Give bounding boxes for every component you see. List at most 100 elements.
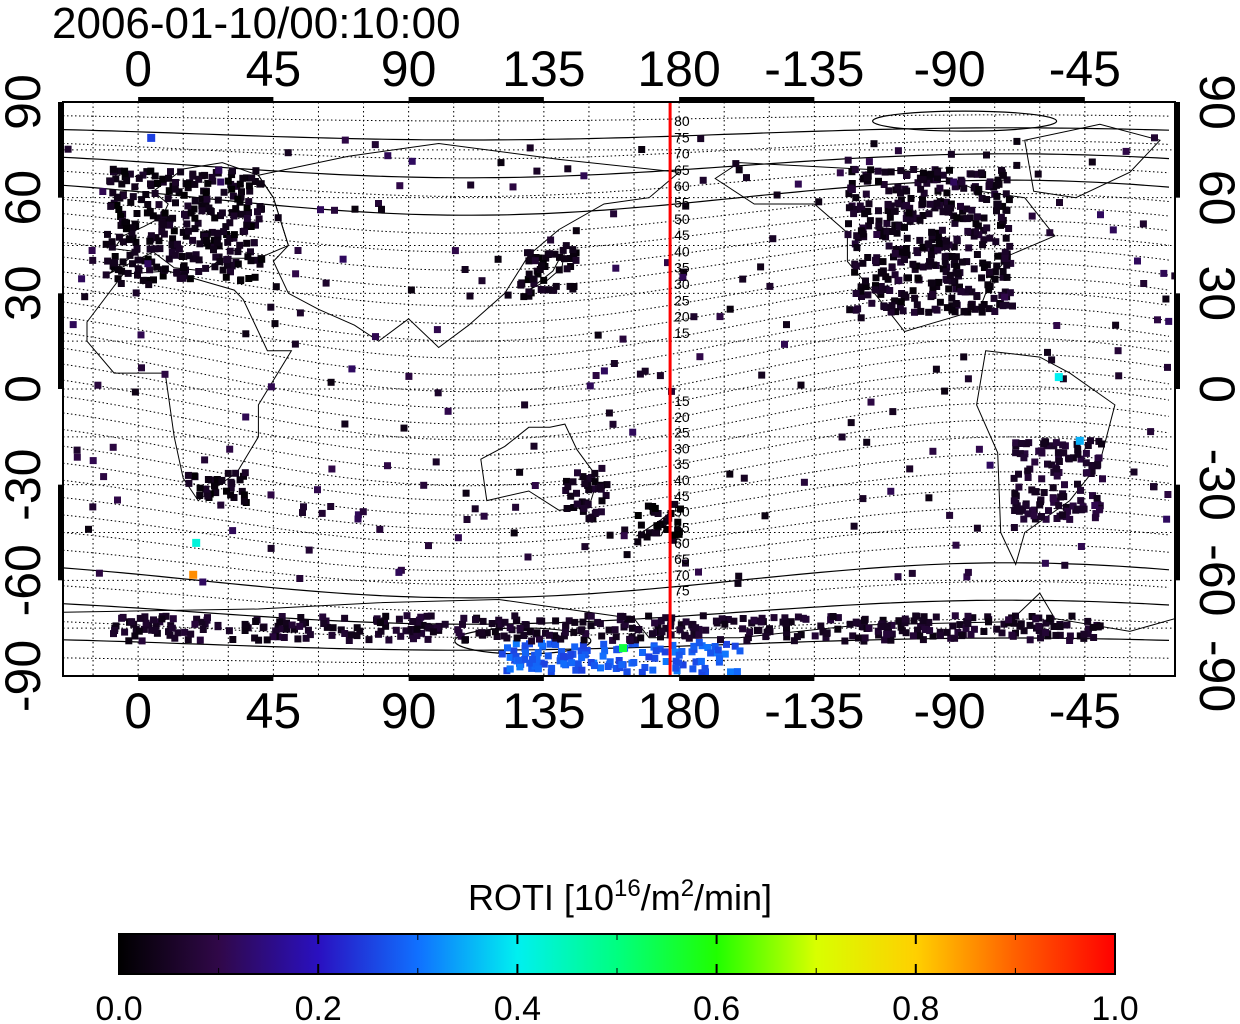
roti-cell xyxy=(1154,316,1161,324)
roti-cell xyxy=(1037,496,1045,504)
roti-cell xyxy=(1053,515,1061,522)
coastline-outlines xyxy=(63,123,1175,676)
roti-cell xyxy=(881,168,889,176)
roti-cell xyxy=(542,629,549,637)
roti-cell xyxy=(227,478,235,486)
roti-cell xyxy=(189,255,197,263)
roti-cell xyxy=(229,192,237,200)
roti-cell xyxy=(726,305,734,313)
roti-cell xyxy=(901,291,909,299)
roti-cell xyxy=(905,209,913,217)
roti-cell xyxy=(875,207,882,215)
roti-cell xyxy=(139,276,147,284)
roti-cell xyxy=(88,247,96,254)
contour-label-south: 20 xyxy=(674,409,690,425)
roti-cell xyxy=(577,626,585,634)
roti-cell xyxy=(189,236,197,244)
roti-cell xyxy=(129,224,137,232)
roti-cell xyxy=(195,256,203,264)
roti-cell xyxy=(500,632,508,640)
roti-cell xyxy=(986,461,994,469)
roti-cell xyxy=(596,620,604,628)
roti-cell xyxy=(142,619,150,627)
roti-cell xyxy=(1163,515,1171,523)
frame-bar-top xyxy=(408,97,544,103)
roti-cell xyxy=(183,220,191,228)
roti-cell xyxy=(601,647,609,655)
roti-cell xyxy=(121,167,129,175)
roti-cell xyxy=(204,492,212,500)
roti-cell xyxy=(1002,190,1010,198)
roti-cell xyxy=(920,613,928,621)
roti-cell xyxy=(296,622,304,630)
roti-cell xyxy=(180,264,187,272)
roti-cell xyxy=(569,246,577,254)
roti-cell xyxy=(621,620,629,628)
roti-cell xyxy=(198,195,206,203)
roti-cell xyxy=(538,262,545,270)
roti-cell xyxy=(884,207,892,214)
roti-cell xyxy=(384,462,391,470)
roti-cell xyxy=(121,628,129,636)
roti-cell xyxy=(425,542,432,550)
roti-cell xyxy=(226,234,234,242)
roti-cell xyxy=(1044,348,1051,356)
roti-cell xyxy=(623,551,631,559)
roti-cell xyxy=(634,538,642,546)
roti-cell xyxy=(131,248,139,256)
roti-cell xyxy=(985,618,992,626)
roti-cell xyxy=(638,146,646,153)
roti-cell xyxy=(927,258,935,266)
roti-cell xyxy=(650,643,658,651)
roti-cell xyxy=(936,298,944,306)
roti-cell xyxy=(916,632,924,640)
roti-cell xyxy=(882,285,890,293)
contour-label-south: 45 xyxy=(674,488,690,504)
roti-cell xyxy=(783,624,790,632)
roti-cell xyxy=(444,407,452,415)
roti-cell xyxy=(914,179,922,187)
roti-cell xyxy=(1077,455,1085,463)
roti-cell xyxy=(901,615,909,623)
roti-cell xyxy=(983,196,991,203)
roti-cell xyxy=(483,629,491,637)
roti-cell xyxy=(721,620,729,628)
roti-cell xyxy=(102,271,110,279)
roti-cell xyxy=(934,234,942,241)
roti-cell xyxy=(162,612,170,620)
roti-cell xyxy=(661,648,669,656)
roti-cell xyxy=(190,205,198,213)
roti-cell xyxy=(229,167,236,175)
roti-cell xyxy=(897,248,905,256)
roti-cell xyxy=(907,195,915,202)
roti-cell xyxy=(208,228,216,236)
roti-cell xyxy=(1074,480,1081,488)
roti-cell xyxy=(572,227,580,235)
roti-cell xyxy=(294,635,302,643)
roti-cell xyxy=(191,620,199,628)
roti-cell xyxy=(838,433,846,441)
roti-cell xyxy=(133,210,141,217)
roti-cell xyxy=(985,305,993,313)
roti-cell xyxy=(409,618,417,625)
roti-cell xyxy=(251,634,259,642)
roti-cell xyxy=(353,632,361,640)
roti-cell xyxy=(746,628,754,636)
roti-cell xyxy=(1040,489,1048,496)
roti-cell xyxy=(914,249,922,257)
roti-cell xyxy=(109,443,117,451)
roti-cell xyxy=(283,625,291,633)
roti-cell xyxy=(879,258,887,266)
roti-cell xyxy=(171,185,179,193)
roti-cell xyxy=(232,469,240,477)
roti-cell xyxy=(583,647,591,654)
roti-cell xyxy=(626,637,634,645)
roti-cell xyxy=(679,661,687,669)
roti-cell xyxy=(1001,255,1009,262)
roti-cell xyxy=(512,503,520,511)
contour-label-south: 75 xyxy=(674,583,690,599)
roti-cell xyxy=(862,283,870,291)
roti-cell xyxy=(895,276,903,284)
maglat-contour xyxy=(63,114,1170,122)
